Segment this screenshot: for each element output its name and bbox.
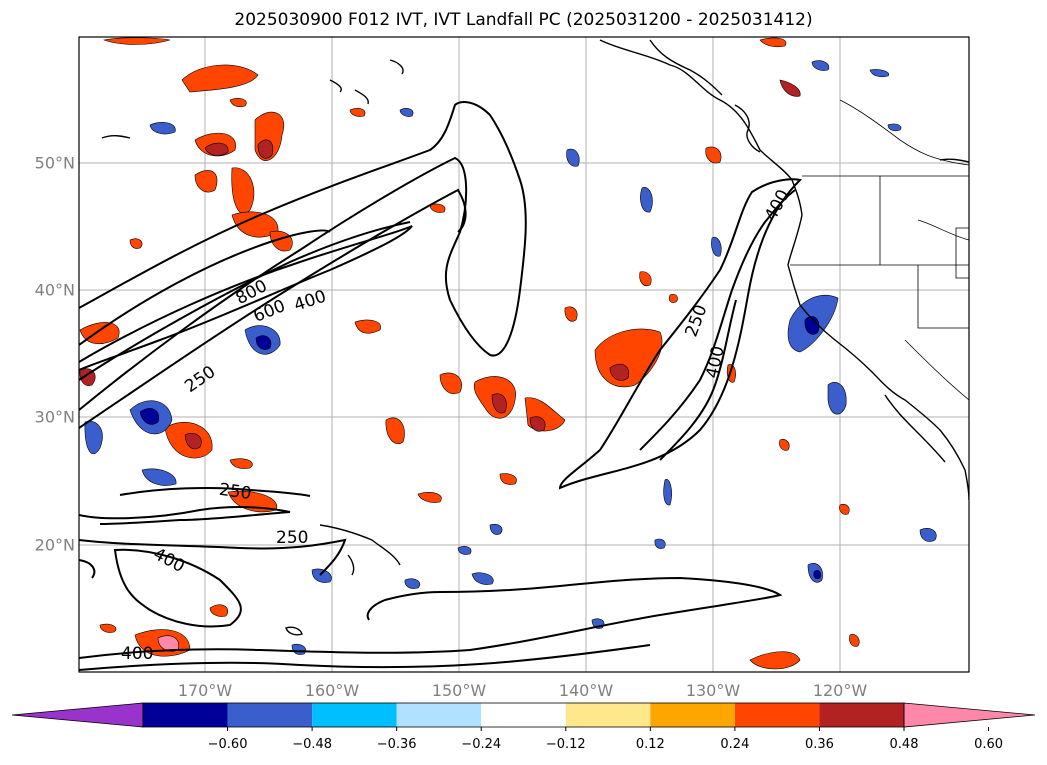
positive-pc-patches [79, 37, 860, 670]
colorbar-extend-high [903, 702, 1036, 728]
colorbar-tick-label: 0.60 [974, 737, 1004, 752]
contour-label: 250 [218, 480, 253, 504]
contour-label: 250 [276, 528, 308, 548]
lat-label-50n: 50°N [34, 153, 75, 173]
colorbar-tick-label: −0.48 [292, 737, 333, 752]
lat-label-20n: 20°N [34, 535, 75, 555]
colorbar-segment [650, 703, 735, 727]
lon-label-150w: 150°W [431, 681, 487, 700]
gridlines [79, 37, 969, 672]
colorbar-tick-label: 0.12 [635, 737, 665, 752]
colorbar-tick-label: −0.12 [545, 737, 586, 752]
lat-label-40n: 40°N [34, 280, 75, 300]
contour-label: 400 [121, 644, 153, 664]
lon-label-160w: 160°W [304, 681, 360, 700]
lat-label-30n: 30°N [34, 407, 75, 427]
contour-labels: 800 600 400 250 400 250 400 250 250 400 … [121, 186, 794, 664]
colorbar-segment [481, 703, 566, 727]
colorbar-segment [227, 703, 313, 727]
colorbar-tick-label: 0.36 [804, 737, 834, 752]
negative-pc-patches [84, 60, 937, 655]
ivt-contours [79, 101, 803, 671]
colorbar-tick-label: −0.36 [376, 737, 417, 752]
colorbar-segment [396, 703, 482, 727]
map-title: 2025030900 F012 IVT, IVT Landfall PC (20… [234, 10, 813, 30]
colorbar-tick-label: 0.48 [889, 737, 919, 752]
colorbar-tick-label: −0.60 [207, 737, 248, 752]
lon-label-170w: 170°W [177, 681, 233, 700]
colorbar-segment [565, 703, 651, 727]
map-frame [78, 36, 970, 673]
lon-label-140w: 140°W [558, 681, 614, 700]
political-borders [790, 99, 969, 401]
lon-label-130w: 130°W [685, 681, 741, 700]
colorbar-segment [312, 703, 397, 727]
colorbar-tick-label: −0.24 [461, 737, 502, 752]
lon-label-120w: 120°W [812, 681, 868, 700]
colorbar-extend-low [11, 702, 144, 728]
coastlines [101, 39, 969, 636]
colorbar-segment [734, 703, 820, 727]
colorbar-segment [819, 703, 904, 727]
colorbar-segment [143, 703, 228, 727]
colorbar-frame [142, 702, 905, 728]
colorbar-tick-label: 0.24 [720, 737, 750, 752]
